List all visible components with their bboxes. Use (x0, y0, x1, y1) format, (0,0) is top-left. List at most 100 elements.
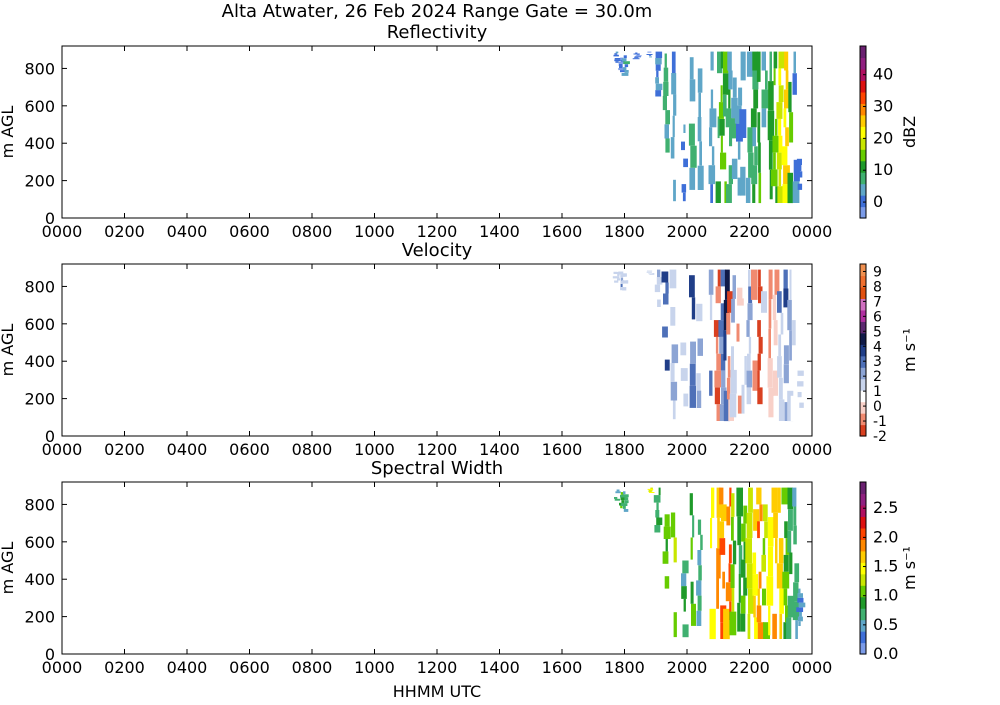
y-tick-label: 200 (24, 390, 55, 409)
colorbar-swatch (860, 539, 866, 552)
heatmap-cell (762, 538, 766, 555)
heatmap-cell (798, 386, 804, 392)
heatmap-cell (762, 588, 766, 606)
x-tick-label: 1800 (604, 222, 645, 241)
panels-group: Reflectivitym AGL00000200040006000800100… (0, 22, 919, 677)
heatmap-cell (655, 90, 662, 97)
colorbar: 0 10 20 30 40 dBZ (859, 45, 919, 219)
y-tick-label: 800 (24, 59, 55, 78)
heatmap-cell (646, 269, 653, 271)
heatmap-cell (768, 387, 774, 418)
heatmap-cell (718, 320, 725, 337)
heatmap-cell (719, 404, 725, 421)
heatmap-cell (771, 169, 778, 187)
heatmap-cell (793, 51, 796, 74)
heatmap-cell (722, 571, 725, 589)
heatmap-cell (709, 127, 713, 147)
heatmap-cell (724, 181, 727, 203)
colorbar-swatch (860, 596, 866, 609)
heatmap-cell (783, 345, 789, 365)
heatmap-cell (752, 552, 757, 575)
heatmap-cell (661, 271, 669, 283)
heatmap-cell (763, 356, 768, 378)
heatmap-cell (796, 158, 802, 165)
heatmap-cell (748, 286, 753, 304)
heatmap-cell (624, 497, 629, 501)
heatmap-cell (791, 269, 798, 295)
heatmap-cell (743, 505, 748, 524)
heatmap-cell (617, 274, 620, 277)
heatmap-cell (698, 92, 701, 117)
heatmap-cell (700, 534, 703, 550)
heatmap-cell (756, 487, 762, 505)
heatmap-cell (717, 116, 720, 139)
heatmap-cell (731, 158, 738, 179)
x-tick-label: 0000 (792, 658, 833, 677)
heatmap-cell (654, 525, 661, 533)
y-tick-label: 800 (24, 277, 55, 296)
colorbar-tick-label: 7 (873, 294, 882, 310)
heatmap-cell (747, 353, 751, 371)
heatmap-cell (799, 402, 804, 408)
x-tick-label: 0600 (229, 658, 270, 677)
heatmap-cell (773, 51, 778, 69)
colorbar-tick-label: 10 (873, 160, 893, 179)
heatmap-cell (728, 89, 731, 109)
heatmap-cell (730, 369, 737, 394)
heatmap-cell (797, 616, 803, 622)
heatmap-cell (649, 491, 652, 493)
heatmap-cell (797, 597, 804, 603)
colorbar-label: m s⁻¹ (900, 328, 919, 372)
heatmap-cell (647, 51, 652, 53)
heatmap-cell (624, 70, 629, 73)
heatmap-cell (683, 158, 688, 168)
colorbar-swatch (860, 516, 866, 529)
heatmap-cell (650, 488, 653, 490)
y-axis-label: m AGL (0, 324, 17, 377)
colorbar-swatch (860, 321, 866, 334)
heatmap-cell (714, 370, 722, 388)
x-tick-label: 0400 (167, 658, 208, 677)
x-tick-label: 2000 (667, 658, 708, 677)
heatmap-cell (792, 345, 796, 371)
heatmap-cell (720, 51, 725, 69)
heatmap-cell (711, 146, 715, 166)
heatmap-cell (690, 341, 696, 364)
heatmap-cell (671, 344, 679, 364)
heatmap-cell (665, 138, 670, 153)
heatmap-cell (771, 487, 778, 513)
heatmap-cell (681, 184, 687, 193)
colorbar-swatch (860, 344, 866, 357)
heatmap-cell (670, 363, 675, 382)
colorbar-swatch (860, 160, 866, 173)
colorbar-swatch (860, 424, 866, 437)
x-tick-label: 0400 (167, 222, 208, 241)
heatmap-cell (752, 127, 756, 147)
heatmap-cell (616, 489, 620, 492)
heatmap-cell (613, 54, 619, 57)
heatmap-cell (737, 341, 741, 360)
x-tick-label: 1600 (542, 658, 583, 677)
heatmap-cell (719, 487, 724, 505)
heatmap-cell (662, 551, 669, 564)
heatmap-cell (737, 177, 742, 196)
heatmap-cell (633, 53, 640, 55)
x-tick-label: 0600 (229, 440, 270, 459)
colorbar-swatch (860, 332, 866, 345)
heatmap-cell (789, 269, 792, 300)
heatmap-cell (697, 165, 704, 190)
heatmap-cell (798, 165, 802, 172)
heatmap-cell (720, 135, 723, 153)
heatmap-cell (632, 58, 640, 60)
colorbar-swatch (860, 172, 866, 185)
heatmap-cell (757, 588, 760, 606)
heatmap-cell (715, 336, 719, 354)
heatmap-cell (788, 509, 793, 531)
heatmap-cell (741, 559, 746, 578)
heatmap-cell (777, 186, 784, 203)
heatmap-cell (710, 51, 714, 71)
heatmap-cell (757, 387, 763, 405)
heatmap-cell (719, 336, 726, 354)
heatmap-cell (664, 124, 669, 139)
